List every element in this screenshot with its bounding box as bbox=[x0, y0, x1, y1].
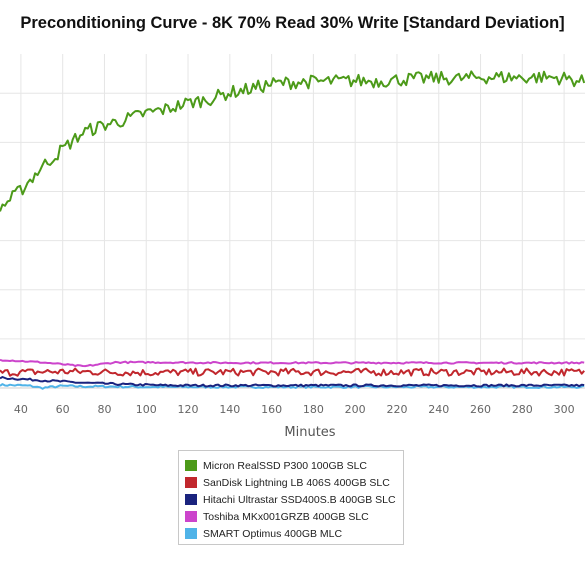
series-lines bbox=[0, 70, 585, 390]
x-tick-label: 140 bbox=[219, 403, 240, 416]
x-tick-label: 40 bbox=[14, 403, 28, 416]
x-tick-label: 120 bbox=[178, 403, 199, 416]
x-tick-label: 220 bbox=[386, 403, 407, 416]
x-tick-label: 60 bbox=[56, 403, 70, 416]
legend-item: SanDisk Lightning LB 406S 400GB SLC bbox=[185, 474, 403, 491]
legend-label: Toshiba MKx001GRZB 400GB SLC bbox=[203, 510, 369, 523]
legend-swatch bbox=[185, 494, 197, 505]
x-tick-label: 280 bbox=[512, 403, 533, 416]
x-tick-label: 80 bbox=[97, 403, 111, 416]
legend-label: SanDisk Lightning LB 406S 400GB SLC bbox=[203, 476, 390, 489]
x-tick-label: 240 bbox=[428, 403, 449, 416]
series-line-1 bbox=[0, 70, 585, 212]
chart-title: Preconditioning Curve - 8K 70% Read 30% … bbox=[20, 14, 565, 32]
x-tick-label: 180 bbox=[303, 403, 324, 416]
legend-swatch bbox=[185, 511, 197, 522]
legend-item: Toshiba MKx001GRZB 400GB SLC bbox=[185, 508, 403, 525]
x-tick-label: 260 bbox=[470, 403, 491, 416]
legend-item: Hitachi Ultrastar SSD400S.B 400GB SLC bbox=[185, 491, 403, 508]
series-line-5 bbox=[0, 383, 585, 390]
x-tick-label: 300 bbox=[554, 403, 575, 416]
series-line-3 bbox=[0, 376, 585, 388]
grid-lines bbox=[0, 54, 585, 389]
legend-swatch bbox=[185, 477, 197, 488]
x-axis-label: Minutes bbox=[284, 425, 335, 440]
legend-label: Micron RealSSD P300 100GB SLC bbox=[203, 459, 367, 472]
legend-item: Micron RealSSD P300 100GB SLC bbox=[185, 457, 403, 474]
legend-swatch bbox=[185, 460, 197, 471]
legend-swatch bbox=[185, 528, 197, 539]
x-tick-label: 160 bbox=[261, 403, 282, 416]
legend: Micron RealSSD P300 100GB SLC SanDisk Lig… bbox=[178, 450, 404, 545]
legend-label: Hitachi Ultrastar SSD400S.B 400GB SLC bbox=[203, 493, 396, 506]
x-tick-labels: 40 60 80 100 120 140 160 180 200 220 240 260 280 300 bbox=[14, 403, 575, 416]
x-tick-label: 200 bbox=[345, 403, 366, 416]
series-line-2 bbox=[0, 367, 585, 377]
series-line-4 bbox=[0, 358, 585, 368]
legend-label: SMART Optimus 400GB MLC bbox=[203, 527, 343, 540]
legend-item: SMART Optimus 400GB MLC bbox=[185, 525, 403, 542]
x-tick-label: 100 bbox=[136, 403, 157, 416]
